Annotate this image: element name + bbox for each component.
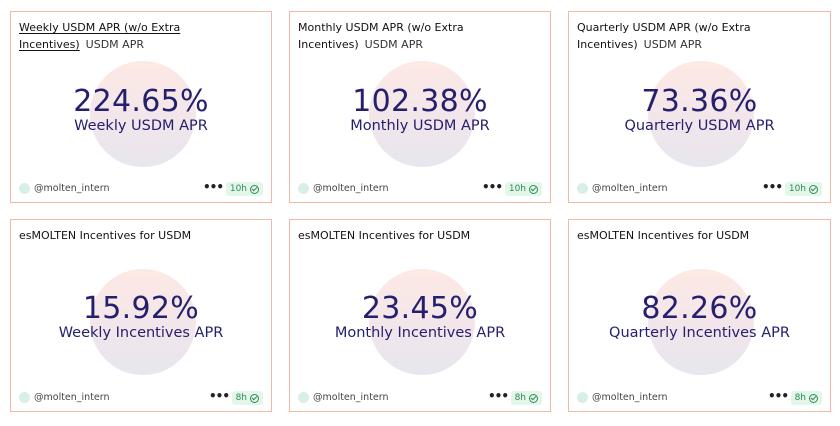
apr-value: 224.65% bbox=[73, 84, 209, 119]
author-link[interactable]: @molten_intern bbox=[34, 183, 110, 194]
value-circle-bg bbox=[90, 61, 196, 167]
author-link[interactable]: @molten_intern bbox=[592, 183, 668, 194]
apr-card-weekly-usdm: Weekly USDM APR (w/o Extra Incentives) US… bbox=[10, 11, 272, 203]
author-link[interactable]: @molten_intern bbox=[313, 183, 389, 194]
card-title-block: esMOLTEN Incentives for USDM bbox=[298, 227, 540, 244]
card-title-block: esMOLTEN Incentives for USDM bbox=[19, 227, 261, 244]
author-link[interactable]: @molten_intern bbox=[313, 392, 389, 403]
refresh-age-badge[interactable]: 8h bbox=[510, 391, 542, 405]
card-footer: @molten_intern ••• 10h bbox=[577, 180, 822, 196]
card-subtitle: USDM APR bbox=[643, 38, 702, 51]
age-text: 10h bbox=[508, 184, 526, 194]
apr-value: 15.92% bbox=[82, 291, 200, 326]
more-options-icon[interactable]: ••• bbox=[202, 180, 224, 194]
card-title-link[interactable]: esMOLTEN Incentives for USDM bbox=[19, 229, 192, 242]
age-text: 8h bbox=[235, 393, 247, 403]
card-title-link[interactable]: esMOLTEN Incentives for USDM bbox=[298, 229, 471, 242]
incentives-card-monthly: esMOLTEN Incentives for USDM 23.45% Mont… bbox=[289, 219, 551, 412]
avatar-icon[interactable] bbox=[298, 183, 309, 194]
value-circle-bg bbox=[369, 61, 475, 167]
age-text: 10h bbox=[229, 184, 247, 194]
apr-label: Weekly USDM APR bbox=[74, 118, 208, 134]
card-title-block: esMOLTEN Incentives for USDM bbox=[577, 227, 820, 244]
card-title-link[interactable]: Weekly USDM APR (w/o Extra Incentives) bbox=[19, 21, 181, 51]
apr-value: 23.45% bbox=[361, 291, 479, 326]
age-text: 8h bbox=[794, 393, 806, 403]
apr-card-monthly-usdm: Monthly USDM APR (w/o Extra Incentives) U… bbox=[289, 11, 551, 203]
card-footer: @molten_intern ••• 8h bbox=[577, 389, 822, 405]
card-title-block: Monthly USDM APR (w/o Extra Incentives) U… bbox=[298, 19, 540, 53]
refresh-age-badge[interactable]: 10h bbox=[784, 182, 822, 196]
card-footer: @molten_intern ••• 10h bbox=[298, 180, 542, 196]
more-options-icon[interactable]: ••• bbox=[761, 180, 783, 194]
card-title-link[interactable]: esMOLTEN Incentives for USDM bbox=[577, 229, 750, 242]
card-title-link[interactable]: Quarterly USDM APR (w/o Extra Incentives… bbox=[577, 21, 751, 51]
apr-label: Weekly Incentives APR bbox=[58, 325, 224, 341]
check-circle-icon bbox=[250, 393, 259, 403]
apr-label: Quarterly USDM APR bbox=[624, 118, 775, 134]
apr-label: Quarterly Incentives APR bbox=[609, 325, 790, 341]
card-title-link[interactable]: Monthly USDM APR (w/o Extra Incentives) bbox=[298, 21, 464, 51]
author-link[interactable]: @molten_intern bbox=[592, 392, 668, 403]
age-text: 10h bbox=[788, 184, 806, 194]
card-footer: @molten_intern ••• 10h bbox=[19, 180, 263, 196]
avatar-icon[interactable] bbox=[298, 392, 309, 403]
card-subtitle: USDM APR bbox=[85, 38, 144, 51]
refresh-age-badge[interactable]: 8h bbox=[231, 391, 263, 405]
check-circle-icon bbox=[809, 184, 818, 194]
refresh-age-badge[interactable]: 8h bbox=[790, 391, 822, 405]
value-circle-bg bbox=[90, 269, 196, 375]
value-circle-bg bbox=[369, 269, 475, 375]
age-text: 8h bbox=[514, 393, 526, 403]
card-title-block: Quarterly USDM APR (w/o Extra Incentives… bbox=[577, 19, 820, 53]
more-options-icon[interactable]: ••• bbox=[208, 389, 230, 403]
apr-value: 82.26% bbox=[641, 291, 758, 326]
avatar-icon[interactable] bbox=[19, 392, 30, 403]
apr-label: Monthly USDM APR bbox=[350, 118, 490, 134]
apr-label: Monthly Incentives APR bbox=[334, 325, 506, 341]
avatar-icon[interactable] bbox=[19, 183, 30, 194]
apr-value: 102.38% bbox=[352, 84, 488, 119]
more-options-icon[interactable]: ••• bbox=[481, 180, 503, 194]
check-circle-icon bbox=[529, 184, 538, 194]
value-circle-bg bbox=[648, 269, 754, 375]
incentives-card-quarterly: esMOLTEN Incentives for USDM 82.26% Quar… bbox=[568, 219, 831, 412]
apr-value: 73.36% bbox=[641, 84, 758, 119]
card-subtitle: USDM APR bbox=[364, 38, 423, 51]
value-circle-bg bbox=[648, 61, 754, 167]
check-circle-icon bbox=[809, 393, 818, 403]
more-options-icon[interactable]: ••• bbox=[767, 389, 789, 403]
refresh-age-badge[interactable]: 10h bbox=[225, 182, 263, 196]
author-link[interactable]: @molten_intern bbox=[34, 392, 110, 403]
card-title-block: Weekly USDM APR (w/o Extra Incentives) US… bbox=[19, 19, 261, 53]
refresh-age-badge[interactable]: 10h bbox=[504, 182, 542, 196]
avatar-icon[interactable] bbox=[577, 183, 588, 194]
incentives-card-weekly: esMOLTEN Incentives for USDM 15.92% Week… bbox=[10, 219, 272, 412]
check-circle-icon bbox=[250, 184, 259, 194]
more-options-icon[interactable]: ••• bbox=[487, 389, 509, 403]
card-footer: @molten_intern ••• 8h bbox=[298, 389, 542, 405]
check-circle-icon bbox=[529, 393, 538, 403]
avatar-icon[interactable] bbox=[577, 392, 588, 403]
card-footer: @molten_intern ••• 8h bbox=[19, 389, 263, 405]
apr-card-quarterly-usdm: Quarterly USDM APR (w/o Extra Incentives… bbox=[568, 11, 831, 203]
